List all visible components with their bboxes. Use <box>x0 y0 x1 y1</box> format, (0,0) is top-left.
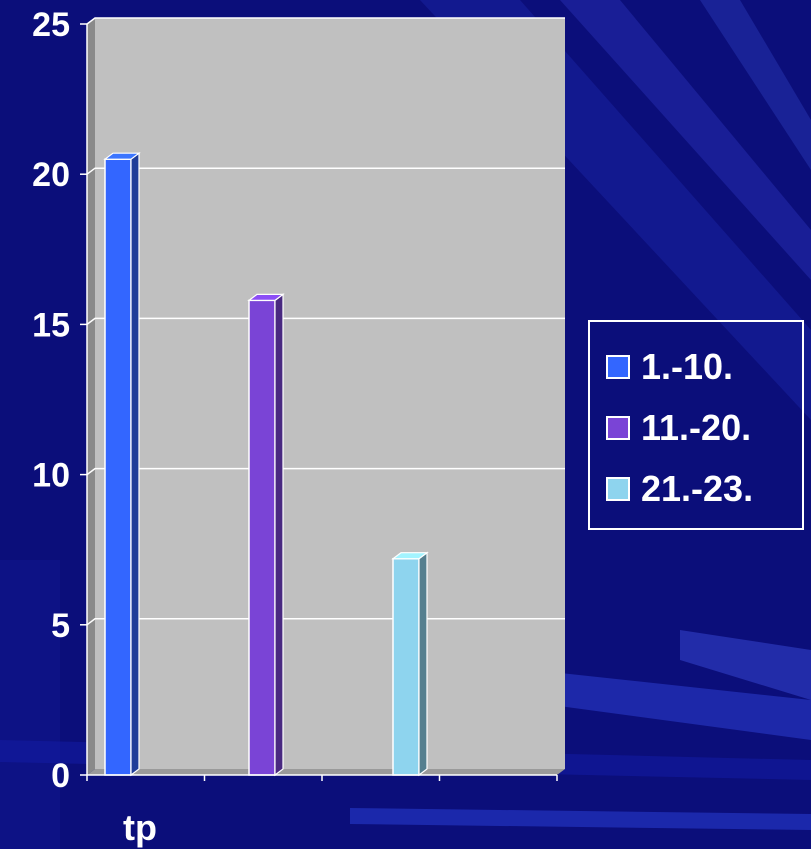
legend-item: 21.-23. <box>606 458 802 519</box>
bar-1.-10. <box>103 151 141 777</box>
bar-11.-20. <box>247 293 285 777</box>
bar-side <box>418 551 428 777</box>
legend-label: 1.-10. <box>641 345 734 387</box>
plot-area <box>87 18 565 775</box>
bar-side <box>130 151 140 777</box>
y-tick-label: 25 <box>32 6 70 44</box>
gridlines <box>86 17 565 626</box>
y-tick-label: 20 <box>32 156 70 194</box>
legend-item: 1.-10. <box>606 336 802 397</box>
gridline <box>86 17 565 25</box>
gridline <box>86 317 565 325</box>
bar-front <box>104 158 132 776</box>
legend-label: 21.-23. <box>641 467 754 509</box>
legend-item: 11.-20. <box>606 397 802 458</box>
y-tick-labels: 0 5 10 15 20 25 <box>32 6 70 795</box>
side-wall <box>87 18 95 775</box>
y-tick-label: 15 <box>32 306 70 344</box>
gridline <box>86 167 565 175</box>
bar-front <box>392 557 420 776</box>
x-tick-label: tp <box>123 807 157 848</box>
bar-top <box>247 293 285 301</box>
floor <box>87 769 565 775</box>
bar-top <box>103 152 141 160</box>
legend-swatch <box>606 415 630 440</box>
bar-top <box>391 552 429 560</box>
legend-swatch <box>606 476 630 501</box>
legend: 1.-10. 11.-20. 21.-23. <box>588 320 804 530</box>
bar-21.-23. <box>391 551 429 777</box>
gridline <box>86 467 565 476</box>
y-tick-label: 0 <box>51 757 70 795</box>
bar-side <box>274 293 284 777</box>
back-wall <box>95 18 565 769</box>
legend-swatch <box>606 354 630 379</box>
x-tick-labels: tp <box>123 807 157 848</box>
bar-front <box>248 299 276 776</box>
legend-label: 11.-20. <box>641 406 752 448</box>
y-tick-label: 10 <box>32 457 70 495</box>
y-tick-label: 5 <box>51 607 70 645</box>
axes <box>80 23 558 781</box>
